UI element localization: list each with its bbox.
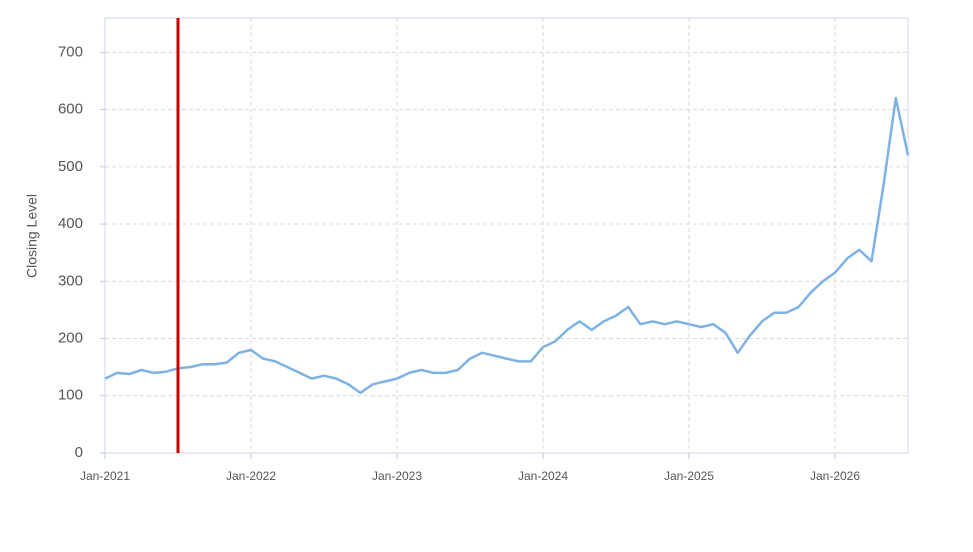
x-tick-label: Jan-2022 [226, 469, 276, 483]
line [104, 96, 910, 395]
plot-frame [104, 17, 909, 454]
y-tick-label: 100 [58, 387, 83, 404]
x-tick-label: Jan-2026 [810, 469, 860, 483]
y-tick-label: 600 [58, 101, 83, 118]
y-tick-label: 400 [58, 215, 83, 232]
x-tick-label: Jan-2024 [518, 469, 568, 483]
y-axis-label: Closing Level [24, 194, 40, 278]
x-tick-label: Jan-2023 [372, 469, 422, 483]
y-tick-label: 0 [75, 444, 83, 461]
y-tick-label: 300 [58, 272, 83, 289]
y-tick-label: 500 [58, 158, 83, 175]
x-tick-label: Jan-2025 [664, 469, 714, 483]
y-tick-label: 200 [58, 329, 83, 346]
y-tick-label: 700 [58, 43, 83, 60]
x-tick-label: Jan-2021 [80, 469, 130, 483]
